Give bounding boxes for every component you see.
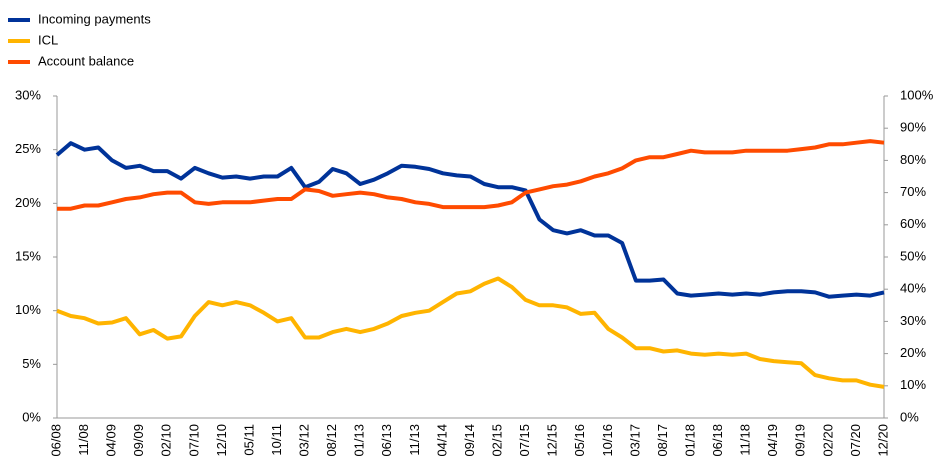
series-line (55, 141, 885, 299)
y-tick-label: 10% (15, 302, 41, 317)
x-tick-label: 12/20 (875, 424, 890, 457)
x-tick-label: 12/15 (545, 424, 560, 457)
y2-tick-label: 30% (900, 313, 926, 328)
legend-label: ICL (38, 32, 58, 47)
y2-tick-label: 70% (900, 184, 926, 199)
y2-tick-label: 80% (900, 152, 926, 167)
x-tick-label: 07/20 (848, 424, 863, 457)
legend-label: Account balance (38, 53, 134, 68)
y-tick-label: 15% (15, 248, 41, 263)
x-tick-label: 06/18 (710, 424, 725, 457)
x-tick-label: 09/19 (793, 424, 808, 457)
x-tick-label: 06/08 (48, 424, 63, 457)
x-tick-label: 06/13 (379, 424, 394, 457)
y2-tick-label: 60% (900, 216, 926, 231)
y2-tick-label: 90% (900, 120, 926, 135)
y2-tick-label: 40% (900, 281, 926, 296)
x-tick-label: 09/14 (462, 424, 477, 457)
x-tick-label: 10/11 (269, 424, 284, 456)
x-tick-label: 05/11 (241, 424, 256, 456)
y2-tick-label: 0% (900, 409, 919, 424)
series-line (57, 139, 885, 211)
x-tick-label: 03/17 (627, 424, 642, 457)
y-tick-label: 5% (22, 356, 41, 371)
x-tick-label: 04/19 (765, 424, 780, 457)
legend-label: Incoming payments (38, 11, 151, 26)
x-tick-label: 08/17 (655, 424, 670, 457)
x-tick-label: 01/18 (682, 424, 697, 457)
x-tick-label: 04/14 (434, 424, 449, 457)
y-tick-label: 30% (15, 87, 41, 102)
x-tick-label: 02/15 (490, 424, 505, 457)
y-tick-label: 20% (15, 195, 41, 210)
x-tick-label: 04/09 (104, 424, 119, 457)
x-tick-label: 07/10 (186, 424, 201, 457)
x-tick-label: 12/10 (214, 424, 229, 457)
y2-tick-label: 100% (900, 87, 934, 102)
x-tick-label: 09/09 (131, 424, 146, 457)
x-tick-label: 02/10 (159, 424, 174, 457)
x-tick-label: 11/13 (407, 424, 422, 456)
y-tick-label: 0% (22, 409, 41, 424)
x-tick-label: 11/18 (738, 424, 753, 456)
y2-tick-label: 50% (900, 248, 926, 263)
x-tick-label: 02/20 (820, 424, 835, 457)
y2-tick-label: 10% (900, 377, 926, 392)
x-tick-label: 10/16 (600, 424, 615, 457)
x-tick-label: 05/16 (572, 424, 587, 457)
series-line (56, 276, 885, 389)
y2-tick-label: 20% (900, 345, 926, 360)
x-tick-label: 11/08 (76, 424, 91, 456)
x-tick-label: 03/12 (297, 424, 312, 457)
x-tick-label: 07/15 (517, 424, 532, 457)
x-tick-label: 08/12 (324, 424, 339, 457)
x-tick-label: 01/13 (352, 424, 367, 457)
y-tick-label: 25% (15, 141, 41, 156)
